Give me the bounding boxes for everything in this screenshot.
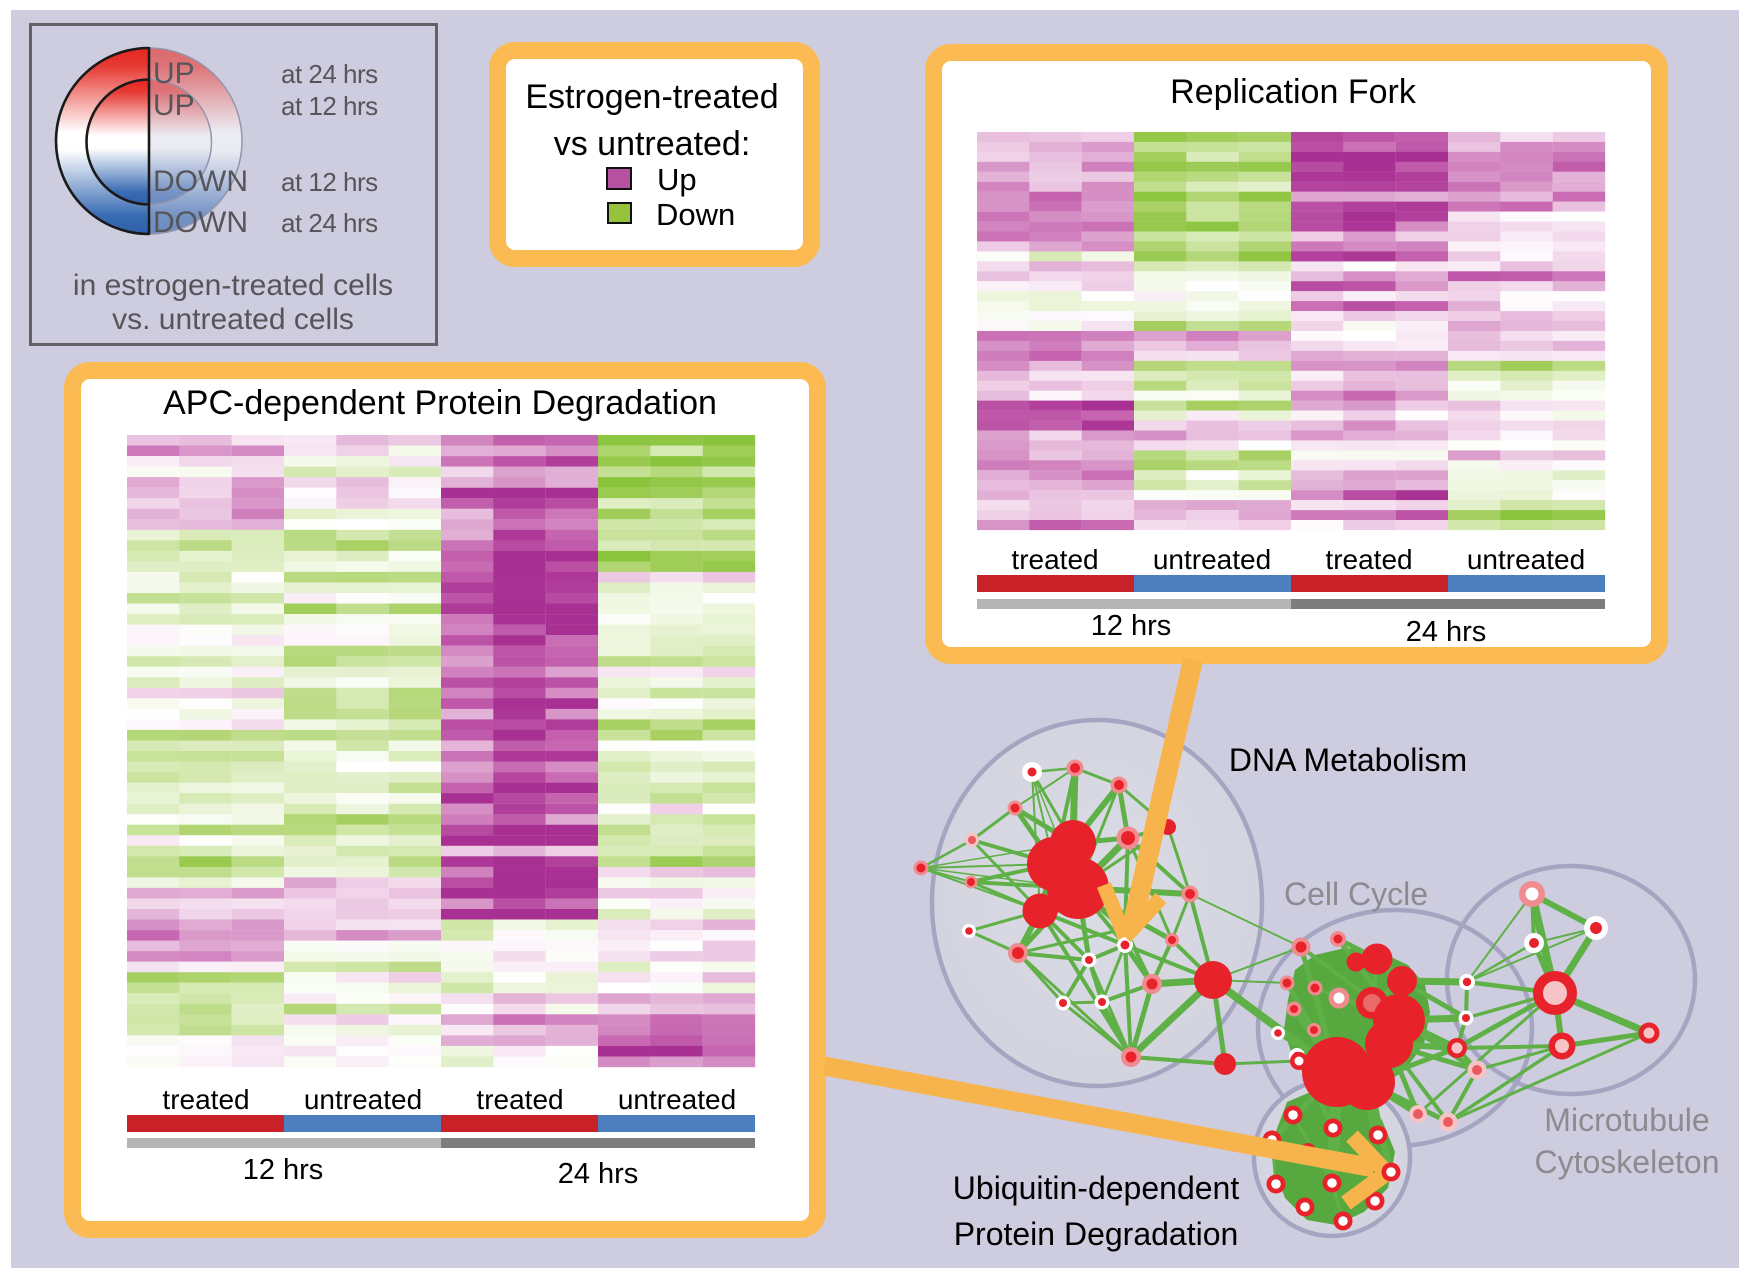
svg-text:Cytoskeleton: Cytoskeleton	[1535, 1144, 1720, 1180]
svg-text:DOWN: DOWN	[153, 165, 248, 198]
svg-text:at 24 hrs: at 24 hrs	[281, 208, 378, 238]
svg-text:Cell Cycle: Cell Cycle	[1284, 876, 1428, 912]
svg-text:in estrogen-treated cells: in estrogen-treated cells	[73, 269, 393, 302]
svg-text:Ubiquitin-dependent: Ubiquitin-dependent	[953, 1170, 1240, 1206]
svg-text:UP: UP	[153, 89, 195, 122]
svg-text:DOWN: DOWN	[153, 206, 248, 239]
svg-text:Protein Degradation: Protein Degradation	[954, 1216, 1239, 1252]
svg-text:Microtubule: Microtubule	[1544, 1102, 1709, 1138]
svg-text:at 12 hrs: at 12 hrs	[281, 91, 378, 121]
svg-text:at 12 hrs: at 12 hrs	[281, 167, 378, 197]
svg-text:at 24 hrs: at 24 hrs	[281, 59, 378, 89]
svg-text:UP: UP	[153, 57, 195, 90]
svg-text:DNA Metabolism: DNA Metabolism	[1229, 742, 1467, 778]
svg-text:vs. untreated cells: vs. untreated cells	[112, 303, 354, 336]
